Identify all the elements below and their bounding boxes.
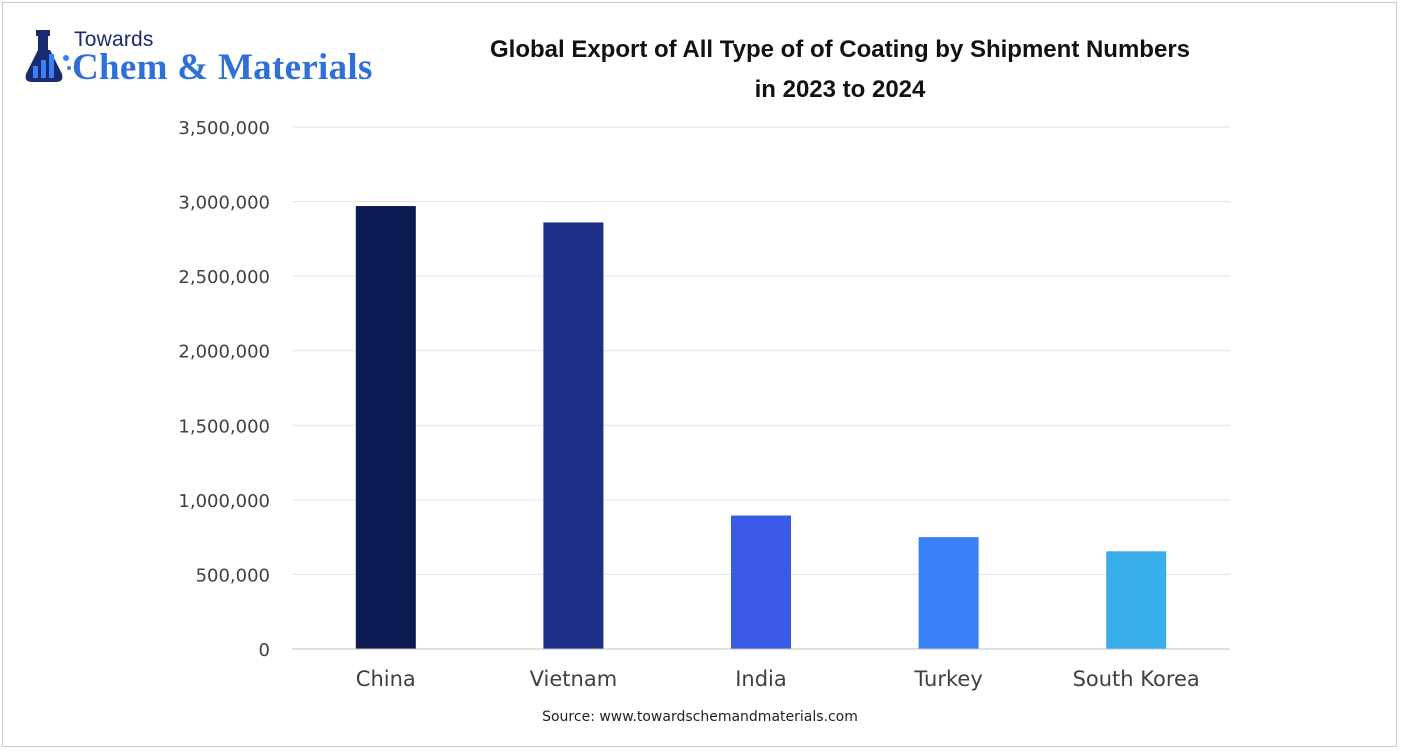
chart-title: Global Export of All Type of of Coating … — [420, 30, 1260, 110]
x-tick-label: India — [735, 667, 787, 691]
x-tick-label: South Korea — [1073, 667, 1200, 691]
gridlines — [292, 126, 1230, 575]
x-tick-label: China — [356, 667, 416, 691]
y-tick-label: 2,500,000 — [178, 267, 270, 288]
bars — [355, 206, 1167, 650]
y-tick-label: 1,500,000 — [178, 416, 270, 437]
bar-turkey — [918, 537, 979, 649]
chart-title-line-1: Global Export of All Type of of Coating … — [489, 36, 1191, 63]
y-tick-label: 500,000 — [196, 565, 270, 586]
bar-south-korea — [1106, 551, 1167, 649]
x-tick-label: Vietnam — [530, 667, 618, 691]
y-tick-label: 1,000,000 — [178, 491, 270, 512]
logo-text-name: Chem & Materials — [72, 47, 373, 88]
logo-text-towards: Towards — [74, 28, 154, 51]
source-note: Source: www.towardschemandmaterials.com — [542, 709, 858, 725]
flask-chart-icon — [25, 30, 71, 82]
y-tick-label: 0 — [259, 640, 270, 661]
y-tick-label: 3,000,000 — [178, 193, 270, 214]
bar-vietnam — [543, 222, 604, 650]
y-tick-label: 3,500,000 — [178, 118, 270, 139]
y-tick-label: 2,000,000 — [178, 342, 270, 363]
chart-title-line-2: in 2023 to 2024 — [754, 76, 926, 103]
x-tick-label: Turkey — [913, 667, 982, 691]
y-axis-ticks: 0 500,000 1,000,000 1,500,000 2,000,000 2,500… — [178, 118, 270, 661]
brand-logo: Towards Chem & Materials — [22, 28, 392, 88]
bar-china — [355, 206, 416, 649]
x-axis-ticks: China Vietnam India Turkey South Korea — [356, 667, 1200, 691]
bar-india — [731, 515, 791, 649]
